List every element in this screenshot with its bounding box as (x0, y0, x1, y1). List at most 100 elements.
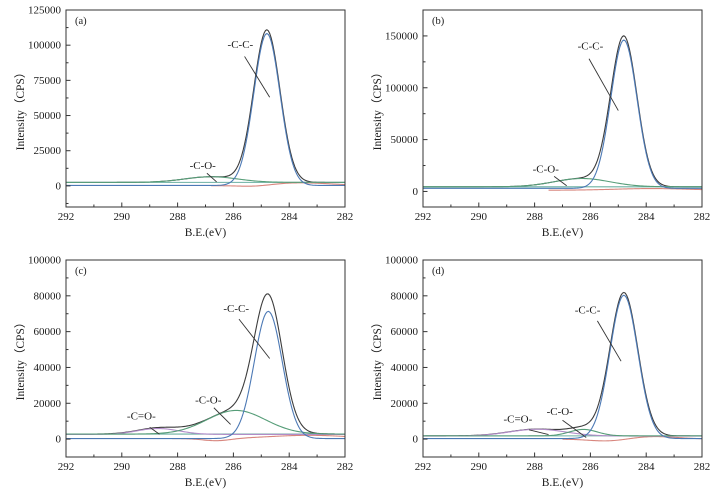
y-axis-title: Intensity（CPS） (371, 317, 384, 401)
y-tick-label: 125000 (28, 5, 62, 17)
peak-leader-line (213, 407, 231, 425)
y-tick-label: 0 (413, 186, 419, 198)
x-tick-label: 292 (415, 211, 432, 223)
curve-c-o (423, 428, 702, 437)
x-tick-label: 290 (114, 461, 131, 473)
peak-leader-line (206, 172, 217, 183)
y-tick-label: 100000 (28, 40, 62, 52)
y-tick-label: 60000 (34, 326, 62, 338)
panel-c-plot: 292 290 288 286 284 282 0 20000 40000 60000 80000 1… (14, 255, 354, 490)
y-tick-label: 80000 (34, 290, 62, 302)
peak-label: -C-C- (223, 303, 249, 315)
peak-label: -C-C- (228, 39, 254, 51)
peak-leader-line (596, 320, 622, 362)
y-tick-label: 0 (413, 434, 419, 446)
peak-label: -C-O- (533, 163, 560, 175)
y-tick-label: 150000 (385, 30, 419, 42)
x-tick-label: 286 (582, 211, 599, 223)
x-tick-label: 290 (471, 211, 488, 223)
x-tick-label: 286 (225, 211, 242, 223)
peak-label: -C-C- (575, 305, 601, 317)
curve-c-c (423, 39, 702, 189)
y-tick-label: 0 (56, 180, 62, 192)
peak-leader-line (149, 426, 160, 435)
x-axis-title: B.E.(eV) (185, 477, 227, 489)
x-tick-label: 286 (582, 461, 599, 473)
curve-c-o (423, 177, 702, 188)
y-tick-label: 100000 (385, 82, 419, 94)
y-tick-label: 40000 (391, 362, 419, 374)
curve-residual-red (562, 436, 703, 442)
plot-frame (422, 259, 703, 458)
x-tick-label: 288 (526, 461, 543, 473)
y-tick-label: 75000 (34, 75, 62, 87)
y-tick-label: 80000 (391, 290, 419, 302)
peak-leader-line (553, 176, 567, 187)
y-axis-title: Intensity（CPS） (14, 67, 27, 151)
curve-c-c (66, 32, 345, 187)
x-tick-label: 282 (694, 211, 711, 223)
curve-residual-red (211, 182, 346, 187)
panel-label: (c) (75, 266, 87, 277)
x-tick-label: 292 (58, 461, 75, 473)
x-axis-title: B.E.(eV) (185, 227, 227, 239)
panel-label: (a) (75, 16, 87, 27)
y-tick-label: 100000 (28, 255, 62, 267)
peak-leader-line (562, 419, 587, 438)
x-tick-label: 284 (281, 461, 298, 473)
curve-envelope (66, 293, 345, 435)
peak-label: -C-O- (195, 394, 222, 406)
curve-c-o (66, 176, 345, 183)
peak-label: -C-C- (578, 40, 604, 52)
peak-leader-line (244, 56, 271, 98)
peak-label: -C=O- (127, 411, 156, 423)
curve-c-o (66, 409, 345, 435)
panel-a-plot: 292 290 288 286 284 282 0 25000 50000 75000 100000… (14, 5, 354, 240)
x-tick-label: 282 (694, 461, 711, 473)
curve-residual-red (172, 434, 346, 442)
y-axis-title: Intensity（CPS） (371, 67, 384, 151)
x-tick-label: 288 (526, 211, 543, 223)
y-tick-label: 20000 (34, 398, 62, 410)
peak-leader-line (588, 58, 619, 111)
curve-c-c (66, 310, 345, 440)
x-axis-title: B.E.(eV) (542, 227, 584, 239)
y-tick-label: 50000 (391, 134, 419, 146)
x-tick-label: 284 (281, 211, 298, 223)
x-tick-label: 292 (58, 211, 75, 223)
x-tick-label: 292 (415, 461, 432, 473)
plot-frame (65, 9, 346, 208)
x-tick-label: 290 (114, 211, 131, 223)
peak-label: -C=O- (503, 413, 532, 425)
x-tick-label: 282 (337, 211, 354, 223)
x-tick-label: 290 (471, 461, 488, 473)
panel-b-plot: 292 290 288 286 284 282 0 50000 100000 150000 B.E.… (371, 9, 711, 239)
y-tick-label: 60000 (391, 326, 419, 338)
curve-envelope (423, 35, 702, 188)
x-tick-label: 284 (638, 461, 655, 473)
curve-residual-red (548, 187, 703, 191)
x-axis-title: B.E.(eV) (542, 477, 584, 489)
y-tick-label: 40000 (34, 362, 62, 374)
peak-label: -C-O- (547, 406, 574, 418)
panel-d-plot: 292 290 288 286 284 282 0 20000 40000 60000 80000 1… (371, 255, 711, 490)
x-tick-label: 284 (638, 211, 655, 223)
panel-label: (b) (432, 16, 445, 27)
peak-leader-line (238, 318, 271, 359)
y-tick-label: 100000 (385, 255, 419, 267)
peak-label: -C-O- (190, 160, 217, 172)
x-tick-label: 288 (169, 211, 186, 223)
y-axis-title: Intensity（CPS） (14, 317, 27, 401)
panel-label: (d) (432, 266, 445, 277)
x-tick-label: 288 (169, 461, 186, 473)
y-tick-label: 20000 (391, 398, 419, 410)
curve-c-c (423, 294, 702, 440)
plot-frame (422, 9, 703, 208)
peak-leader-line (528, 429, 549, 436)
y-tick-label: 50000 (34, 110, 62, 122)
y-tick-label: 25000 (34, 145, 62, 157)
y-tick-label: 0 (56, 434, 62, 446)
x-tick-label: 282 (337, 461, 354, 473)
x-tick-label: 286 (225, 461, 242, 473)
